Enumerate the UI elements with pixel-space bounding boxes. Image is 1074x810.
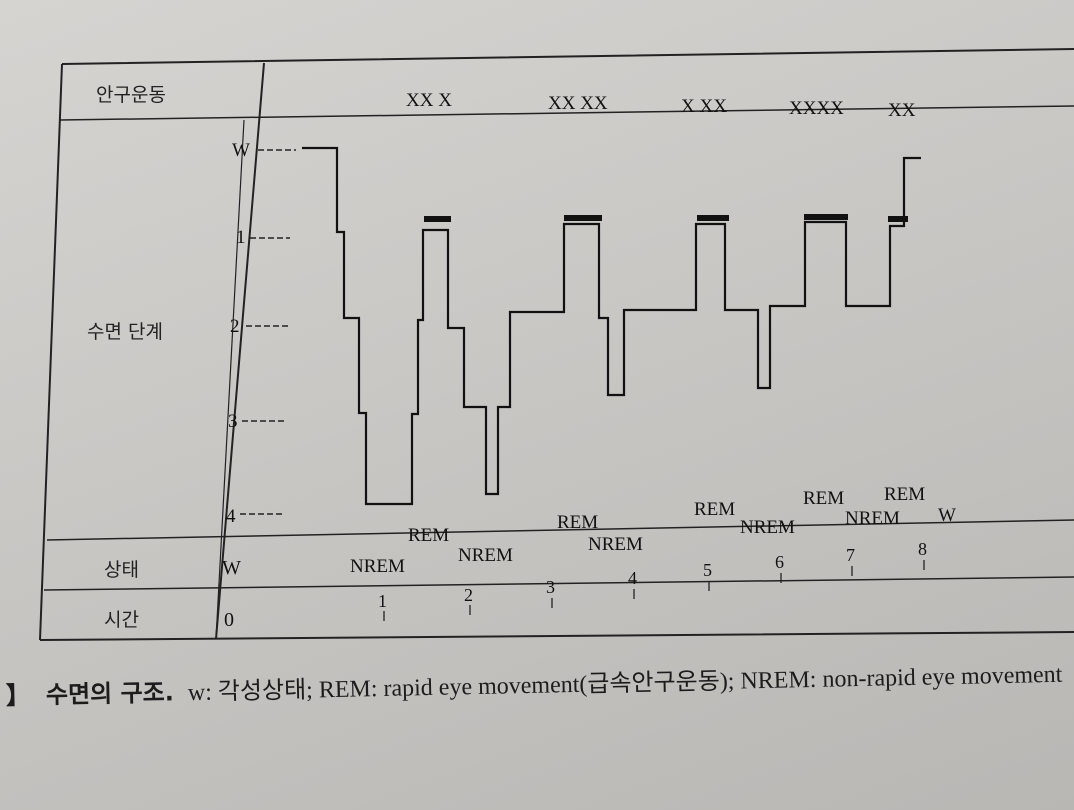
time-tick-4: 4 <box>628 568 637 588</box>
nrem-label-4: NREM <box>740 517 795 538</box>
eye-mark-3: X XX <box>681 96 727 117</box>
nrem-label-1: NREM <box>350 556 405 577</box>
nrem-label-2: NREM <box>458 545 513 566</box>
nrem-label-5: NREM <box>845 508 900 529</box>
rem-label-5: REM <box>884 484 925 505</box>
stage-tick-4: 4 <box>226 506 236 527</box>
time-tick-3: 3 <box>546 577 555 597</box>
caption-mark: 】 <box>5 681 31 710</box>
rem-label-2: REM <box>557 512 598 533</box>
frame-outline <box>39 48 1074 641</box>
eye-movement-label: 안구운동 <box>96 84 166 106</box>
eye-mark-2: XX XX <box>548 93 608 114</box>
tick-column-divider <box>215 119 245 640</box>
rem-bar-4 <box>804 214 848 220</box>
stage-tick-3: 3 <box>228 411 238 432</box>
caption-title: 수면의 구조. <box>45 678 175 710</box>
state-end-w: W <box>938 505 956 526</box>
time-label: 시간 <box>104 609 139 631</box>
nrem-label-3: NREM <box>588 534 643 555</box>
rem-label-1: REM <box>408 525 449 546</box>
eye-mark-4: XXXX <box>789 98 844 119</box>
label-column-divider <box>215 62 265 640</box>
rem-bar-2 <box>564 215 602 221</box>
hypnogram-trace <box>302 146 921 506</box>
header-row-divider <box>59 105 1074 121</box>
rem-label-3: REM <box>694 499 735 520</box>
rem-label-4: REM <box>803 488 844 509</box>
stage-tick-w: W <box>232 140 250 161</box>
time-ticks <box>383 560 925 621</box>
rem-bar-3 <box>697 215 729 221</box>
time-tick-1: 1 <box>378 591 387 611</box>
stage-tick-1: 1 <box>236 227 246 248</box>
state-label: 상태 <box>104 559 139 581</box>
time-tick-8: 8 <box>918 539 927 559</box>
time-start-0: 0 <box>224 609 234 631</box>
caption-body: w: 각성상태; REM: rapid eye movement(급속안구운동)… <box>187 661 1063 707</box>
stage-row-divider <box>46 519 1074 541</box>
sleep-stage-label: 수면 단계 <box>87 321 163 343</box>
time-tick-5: 5 <box>703 560 712 580</box>
rem-bar-1 <box>424 216 451 222</box>
time-tick-7: 7 <box>846 545 855 565</box>
stage-tick-2: 2 <box>230 316 240 337</box>
eye-mark-1: XX X <box>406 90 452 111</box>
sleep-structure-diagram: 안구운동 수면 단계 상태 시간 XX X XX XX X XX XXXX XX… <box>39 48 1074 641</box>
state-row-divider <box>43 576 1074 591</box>
time-tick-6: 6 <box>775 552 784 572</box>
rem-bar-5 <box>888 216 908 222</box>
eye-mark-5: XX <box>888 100 916 121</box>
state-start-w: W <box>222 557 241 579</box>
time-tick-2: 2 <box>464 585 473 605</box>
